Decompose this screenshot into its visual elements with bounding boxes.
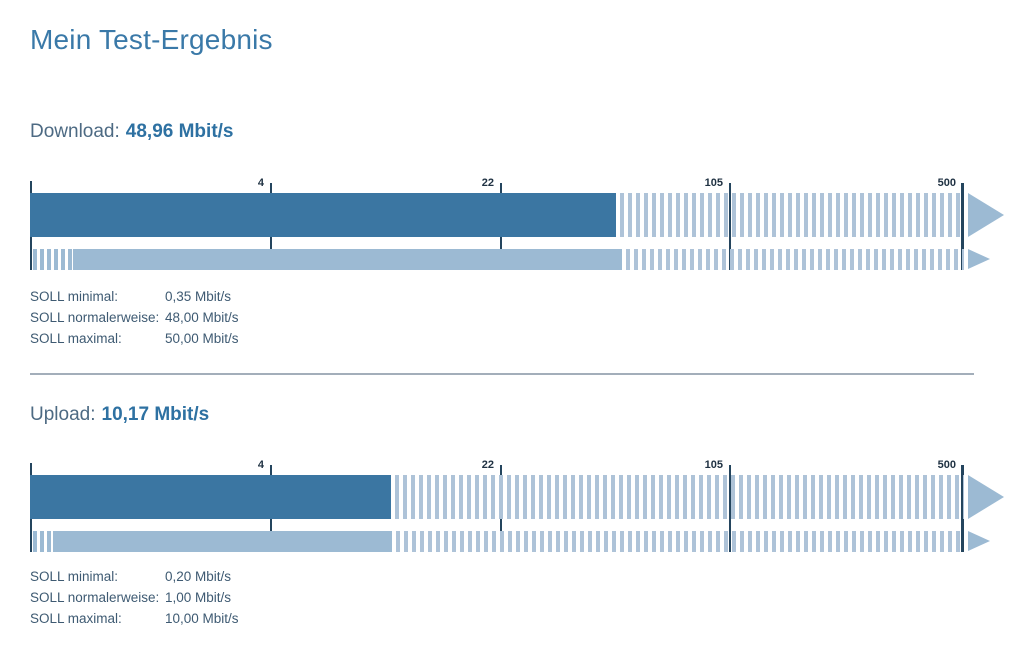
soll-value: 10,00 Mbit/s — [165, 611, 239, 626]
soll-label: SOLL normalerweise: — [30, 310, 160, 325]
soll-value: 1,00 Mbit/s — [165, 590, 232, 605]
page-title: Mein Test-Ergebnis — [30, 24, 273, 55]
tick-label: 22 — [481, 459, 494, 471]
upload-heading: Upload: 10,17 Mbit/s — [30, 403, 1014, 426]
soll-above-max-stripes — [622, 249, 964, 270]
soll-value: 50,00 Mbit/s — [165, 331, 239, 346]
tick-label: 4 — [257, 177, 264, 189]
download-heading: Download: 48,96 Mbit/s — [30, 120, 1014, 143]
download-soll-table: SOLL minimal: 0,35 Mbit/s SOLL normalerw… — [30, 286, 1014, 349]
soll-label: SOLL minimal: — [30, 289, 119, 304]
tick-label: 22 — [481, 177, 494, 189]
measured-bar — [30, 193, 616, 237]
arrow-right-icon — [968, 475, 1004, 519]
download-value: 48,96 Mbit/s — [125, 121, 234, 142]
arrow-right-icon — [968, 193, 1004, 237]
tick-label: 500 — [937, 459, 956, 471]
soll-row: SOLL maximal: 10,00 Mbit/s — [30, 608, 1014, 629]
soll-range-bar — [53, 531, 392, 552]
measured-remainder-stripes — [616, 193, 964, 237]
measured-remainder-stripes — [391, 475, 964, 519]
soll-value: 0,20 Mbit/s — [165, 569, 232, 584]
soll-below-min-stripes — [30, 531, 53, 552]
arrow-right-icon — [968, 531, 990, 551]
download-label: Download: — [30, 121, 120, 142]
upload-gauge: 4 22 105 500 — [30, 459, 1014, 552]
upload-value: 10,17 Mbit/s — [101, 404, 210, 425]
soll-label: SOLL minimal: — [30, 569, 119, 584]
soll-row: SOLL minimal: 0,20 Mbit/s — [30, 566, 1014, 587]
tick-label: 105 — [704, 459, 723, 471]
soll-value: 0,35 Mbit/s — [165, 289, 232, 304]
tick-label: 500 — [937, 177, 956, 189]
tick-label: 105 — [704, 177, 723, 189]
soll-value: 48,00 Mbit/s — [165, 310, 239, 325]
soll-above-max-stripes — [392, 531, 964, 552]
soll-row: SOLL maximal: 50,00 Mbit/s — [30, 328, 1014, 349]
test-result-page: Mein Test-Ergebnis Download: 48,96 Mbit/s… — [0, 24, 1014, 629]
tick-label: 4 — [257, 459, 264, 471]
measured-bar — [30, 475, 391, 519]
arrow-right-icon — [968, 249, 990, 269]
soll-row: SOLL normalerweise: 1,00 Mbit/s — [30, 587, 1014, 608]
upload-soll-table: SOLL minimal: 0,20 Mbit/s SOLL normalerw… — [30, 566, 1014, 629]
soll-label: SOLL maximal: — [30, 611, 122, 626]
soll-below-min-stripes — [30, 249, 73, 270]
download-gauge: 4 22 105 500 — [30, 177, 1014, 270]
soll-row: SOLL normalerweise: 48,00 Mbit/s — [30, 307, 1014, 328]
soll-label: SOLL maximal: — [30, 331, 122, 346]
section-divider — [30, 373, 974, 375]
soll-range-bar — [73, 249, 622, 270]
soll-label: SOLL normalerweise: — [30, 590, 160, 605]
upload-label: Upload: — [30, 404, 96, 425]
soll-row: SOLL minimal: 0,35 Mbit/s — [30, 286, 1014, 307]
